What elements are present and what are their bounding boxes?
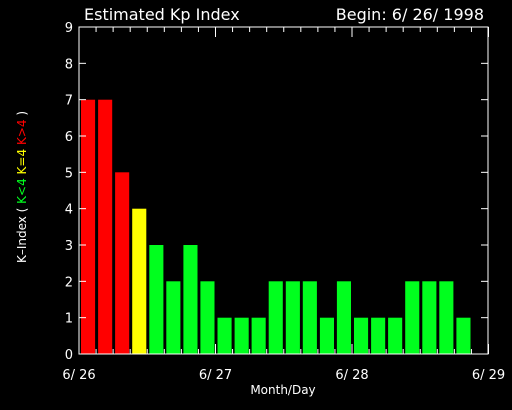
kp-bar xyxy=(149,245,164,354)
y-tick-label: 3 xyxy=(65,239,73,254)
kp-bar xyxy=(81,99,96,354)
kp-bar xyxy=(251,317,266,354)
kp-bar xyxy=(183,245,198,354)
chart-title: Estimated Kp Index xyxy=(84,5,240,24)
y-tick-label: 2 xyxy=(65,275,73,290)
x-tick-label: 6/ 29 xyxy=(472,368,505,383)
kp-bar xyxy=(200,281,215,354)
kp-bar xyxy=(166,281,181,354)
kp-bar xyxy=(405,281,420,354)
kp-bar xyxy=(371,317,386,354)
y-axis-label-suffix: ) xyxy=(15,111,29,116)
begin-date-label: Begin: 6/ 26/ 1998 xyxy=(336,5,484,24)
kp-bar xyxy=(422,281,437,354)
y-tick-label: 0 xyxy=(65,348,73,363)
kp-bar xyxy=(234,317,249,354)
x-tick-label: 6/ 27 xyxy=(199,368,232,383)
y-axis-label-mid: K=4 xyxy=(15,149,29,175)
plot-frame xyxy=(78,26,489,355)
kp-bar xyxy=(302,281,317,354)
y-tick-label: 1 xyxy=(65,312,73,327)
kp-bar xyxy=(388,317,403,354)
bars xyxy=(81,99,471,354)
kp-bar xyxy=(115,172,130,354)
kp-bar xyxy=(132,208,147,354)
kp-bar xyxy=(285,281,300,354)
kp-bar xyxy=(217,317,232,354)
kp-bar xyxy=(268,281,283,354)
kp-bar xyxy=(456,317,471,354)
y-tick-label: 9 xyxy=(65,21,73,36)
x-tick-label: 6/ 28 xyxy=(335,368,368,383)
x-axis-label: Month/Day xyxy=(250,383,315,397)
kp-bar xyxy=(439,281,454,354)
kp-bar xyxy=(319,317,334,354)
y-axis-label-low: K<4 xyxy=(15,178,29,204)
kp-bar xyxy=(354,317,369,354)
kp-bar xyxy=(98,99,113,354)
y-tick-label: 6 xyxy=(65,130,73,145)
y-axis-label: K–Index ( K<4 K=4 K>4 ) xyxy=(15,111,29,263)
x-tick-label: 6/ 26 xyxy=(62,368,95,383)
y-axis-label-high: K>4 xyxy=(15,119,29,145)
y-tick-label: 4 xyxy=(65,203,73,218)
kp-bar xyxy=(336,281,351,354)
y-axis-label-prefix: K–Index ( xyxy=(15,204,29,263)
y-tick-label: 5 xyxy=(65,166,73,181)
y-tick-label: 7 xyxy=(65,94,73,109)
y-tick-label: 8 xyxy=(65,57,73,72)
svg-text:K–Index ( K<4: K–Index ( K<4 K=4 K>4 ) xyxy=(15,111,29,263)
